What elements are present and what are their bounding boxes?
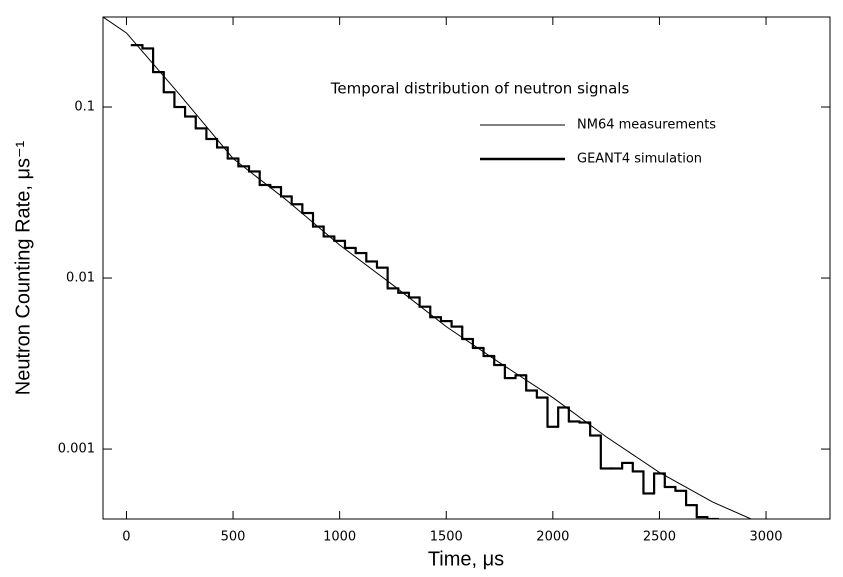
x-tick-label: 2500 xyxy=(643,530,676,545)
plot-frame xyxy=(102,16,831,520)
y-axis-title: Neutron Counting Rate, μs⁻¹ xyxy=(12,140,34,395)
plot-area xyxy=(103,17,752,519)
x-tick-label: 1500 xyxy=(430,530,463,545)
y-tick-label: 0.001 xyxy=(58,442,95,457)
x-tick-label: 3000 xyxy=(749,530,782,545)
x-tick-label: 0 xyxy=(122,530,130,545)
chart-title: Temporal distribution of neutron signals xyxy=(330,80,630,98)
y-tick-label: 0.1 xyxy=(74,100,95,115)
y-tick-label: 0.01 xyxy=(66,271,95,286)
x-tick-label: 2000 xyxy=(536,530,569,545)
legend-label: GEANT4 simulation xyxy=(577,152,702,167)
x-tick-label: 500 xyxy=(221,530,246,545)
x-tick-label: 1000 xyxy=(323,530,356,545)
x-axis-title: Time, μs xyxy=(428,548,504,570)
legend-label: NM64 measurements xyxy=(577,118,716,133)
